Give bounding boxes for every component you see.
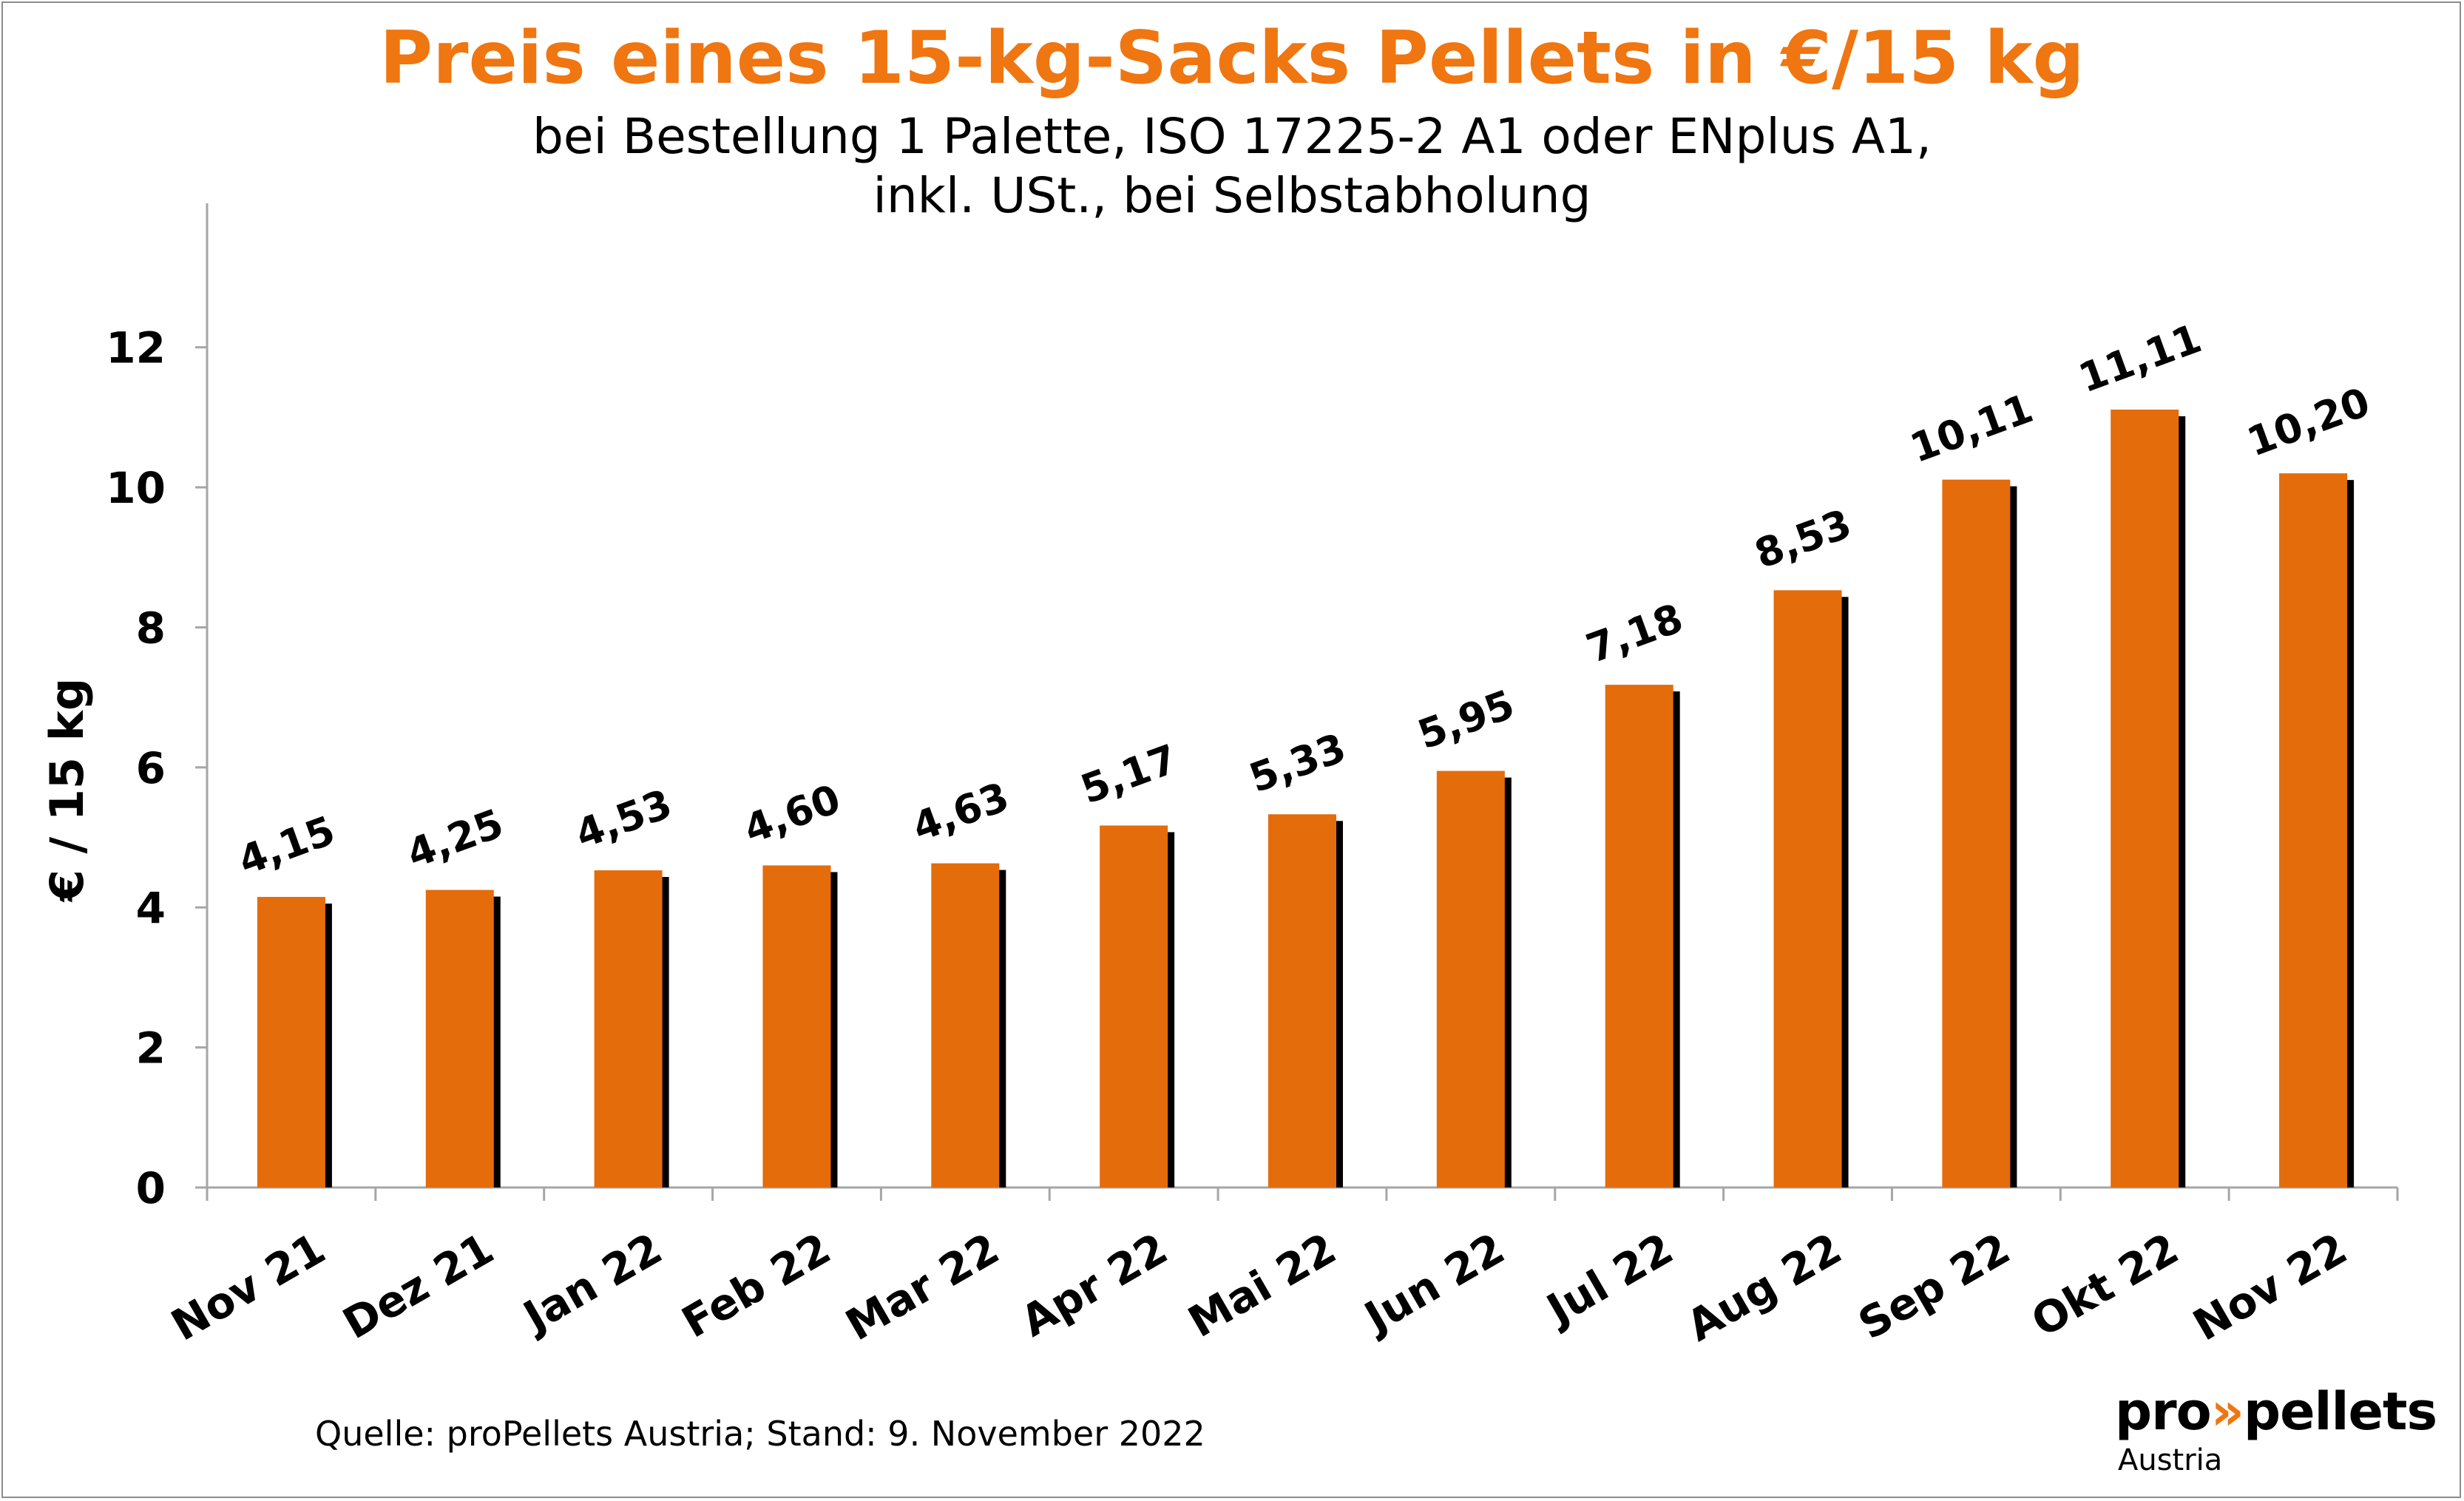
y-axis-label: € / 15 kg <box>40 678 94 903</box>
y-tick-label: 8 <box>136 603 166 653</box>
x-tick-label: Feb 22 <box>674 1223 839 1347</box>
bar <box>2111 409 2179 1187</box>
x-tick-label: Okt 22 <box>2023 1223 2187 1346</box>
x-tick-label: Jan 22 <box>512 1223 670 1343</box>
data-label: 5,17 <box>1074 736 1183 813</box>
y-tick-label: 4 <box>136 883 166 933</box>
x-tick-label: Apr 22 <box>1012 1223 1176 1346</box>
x-tick-label: Dez 21 <box>334 1223 501 1349</box>
logo-text-pro: pro <box>2115 1381 2212 1442</box>
source-note: Quelle: proPellets Austria; Stand: 9. No… <box>315 1414 1205 1454</box>
x-tick-label: Mar 22 <box>837 1223 1007 1350</box>
x-tick-label: Aug 22 <box>1679 1223 1850 1351</box>
bar <box>1436 770 1505 1187</box>
data-label: 4,25 <box>401 800 510 878</box>
logo-subtitle: Austria <box>2118 1443 2223 1477</box>
y-tick-label: 2 <box>136 1023 166 1074</box>
data-label: 10,20 <box>2241 379 2376 466</box>
bar <box>1605 685 1673 1187</box>
data-label: 4,53 <box>569 780 678 858</box>
x-tick-label: Nov 22 <box>2184 1223 2355 1350</box>
data-label: 4,15 <box>232 807 341 884</box>
data-label: 5,33 <box>1243 725 1352 802</box>
data-label: 4,63 <box>907 773 1015 851</box>
bar <box>2279 473 2348 1187</box>
bar <box>1268 814 1336 1187</box>
logo-text-pellets: pellets <box>2243 1381 2437 1442</box>
bar <box>1773 590 1842 1187</box>
bar <box>762 865 831 1187</box>
chart-subtitle-line-1: bei Bestellung 1 Palette, ISO 17225-2 A1… <box>532 108 1932 165</box>
x-tick-label: Nov 21 <box>163 1223 334 1350</box>
data-label: 5,95 <box>1412 681 1520 759</box>
propellets-logo: pro»pellets Austria <box>2115 1381 2449 1492</box>
bar <box>425 890 494 1187</box>
x-tick-label: Jul 22 <box>1536 1223 1682 1336</box>
y-tick-label: 6 <box>136 743 166 793</box>
chart-title: Preis eines 15-kg-Sacks Pellets in €/15 … <box>379 16 2085 101</box>
data-label: 7,18 <box>1580 594 1689 672</box>
data-label: 10,11 <box>1904 384 2039 472</box>
x-tick-label: Mai 22 <box>1180 1223 1344 1347</box>
y-tick-label: 0 <box>136 1163 166 1213</box>
x-tick-label: Jun 22 <box>1354 1223 1513 1344</box>
data-label: 4,60 <box>738 776 847 853</box>
y-tick-label: 12 <box>106 323 166 373</box>
bar <box>1942 479 2011 1187</box>
bar <box>931 863 1000 1187</box>
x-tick-label: Sep 22 <box>1850 1223 2019 1349</box>
bar <box>1100 825 1168 1187</box>
logo-wordmark: pro»pellets <box>2115 1381 2449 1442</box>
data-label: 8,53 <box>1749 501 1858 578</box>
bar <box>257 897 325 1187</box>
logo-arrow-icon: » <box>2210 1381 2244 1442</box>
chart-bars <box>257 409 2355 1187</box>
data-label: 11,11 <box>2073 315 2207 402</box>
bar <box>594 870 663 1187</box>
chart-subtitle-line-2: inkl. USt., bei Selbstabholung <box>873 167 1591 224</box>
y-tick-label: 10 <box>106 463 166 513</box>
